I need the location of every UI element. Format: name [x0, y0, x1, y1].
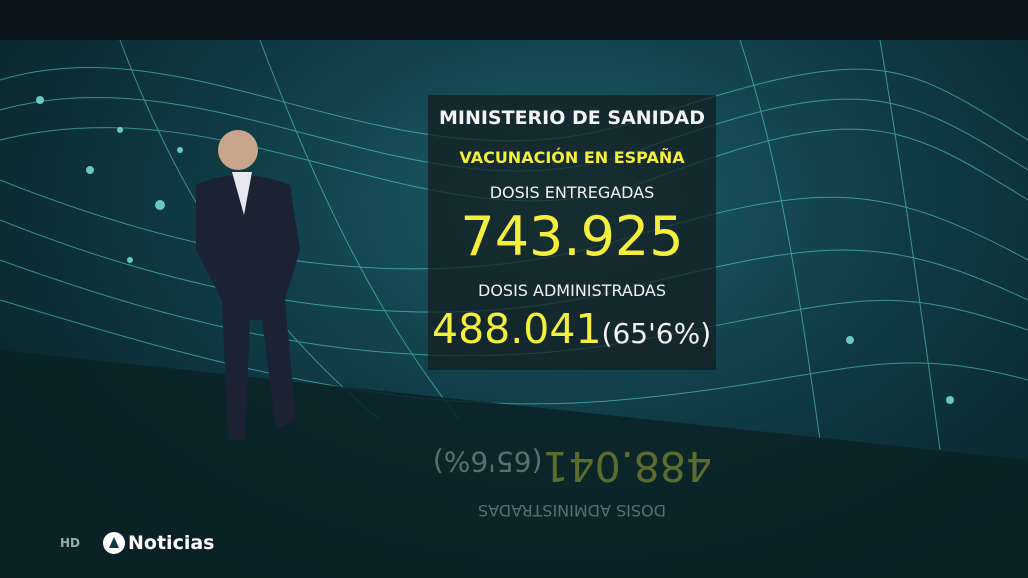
- panel-title: MINISTERIO DE SANIDAD: [438, 107, 705, 129]
- reflected-label: DOSIS ADMINISTRADAS: [478, 501, 666, 520]
- reflected-row: 488.041(65'6%): [433, 442, 712, 490]
- administered-percent: (65'6%): [601, 317, 712, 350]
- ceiling: [0, 0, 1028, 40]
- panel-subtitle: VACUNACIÓN EN ESPAÑA: [459, 148, 685, 167]
- reflected-value: 488.041: [542, 442, 712, 490]
- presenter: [196, 130, 300, 440]
- delivered-label: DOSIS ENTREGADAS: [489, 183, 655, 202]
- administered-row: 488.041(65'6%): [432, 305, 711, 353]
- channel-logo: HD Noticias: [60, 528, 214, 558]
- administered-label: DOSIS ADMINISTRADAS: [478, 281, 666, 300]
- floor: [0, 350, 1028, 578]
- logo-mark: [103, 532, 126, 554]
- network-nodes: [36, 96, 954, 404]
- delivered-value: 743.925: [460, 205, 684, 268]
- info-panel: MINISTERIO DE SANIDAD VACUNACIÓN EN ESPA…: [428, 95, 716, 370]
- hd-badge: HD: [60, 536, 81, 550]
- administered-value: 488.041: [432, 305, 602, 353]
- floor-reflection: 488.041(65'6%) DOSIS ADMINISTRADAS: [428, 440, 716, 578]
- reflected-percent: (65'6%): [432, 445, 543, 478]
- brand-name: Noticias: [128, 532, 215, 554]
